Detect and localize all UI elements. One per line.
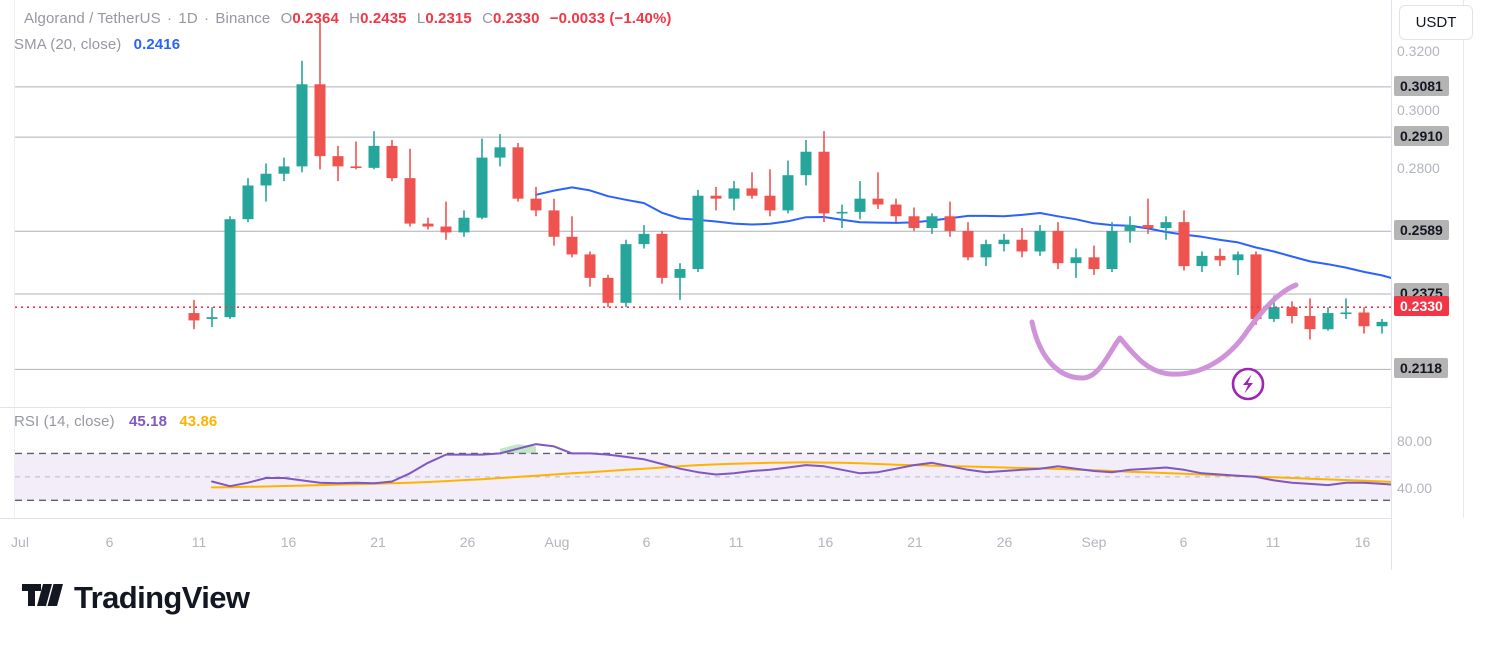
price-axis-tick: 0.2800 [1397,160,1440,177]
low-value: 0.2315 [425,10,472,27]
open-value: 0.2364 [292,10,339,27]
rsi-title: RSI (14, close) [14,413,115,430]
rsi-ma-value: 43.86 [179,413,218,430]
time-axis-tick: Jul [11,534,29,550]
rsi-axis-tick: 40.00 [1397,479,1433,496]
sma-title: SMA (20, close) [14,36,122,53]
tradingview-wordmark: TradingView [74,580,250,615]
quote-currency-button[interactable]: USDT [1399,5,1473,40]
price-axis-tick: 0.3000 [1397,101,1440,118]
legend-separator-2: · [204,10,210,27]
pane-separator [0,407,1391,408]
price-axis-level-badge[interactable]: 0.2910 [1394,126,1449,147]
price-chart-svg [15,22,1391,501]
high-label: H [349,10,361,27]
symbol-name[interactable]: Algorand / TetherUS [24,10,161,27]
time-axis-tick: 11 [728,534,744,550]
time-axis-tick: 6 [105,534,114,550]
high-value: 0.2435 [360,10,407,27]
time-axis-tick: 16 [817,534,834,550]
lightning-badge-icon [1231,367,1265,401]
price-axis-level-badge[interactable]: 0.2118 [1394,358,1449,379]
price-axis-level-badge[interactable]: 0.2589 [1394,220,1449,241]
legend-separator-1: · [166,10,173,27]
time-axis-tick: 16 [1354,534,1371,550]
price-axis-separator [1391,0,1392,570]
close-value: 0.2330 [493,10,540,27]
time-axis[interactable] [0,518,1391,571]
price-change: −0.0033 (−1.40%) [549,10,672,27]
chart-left-border [14,0,15,518]
time-axis-tick: 16 [280,534,297,550]
open-label: O [280,10,293,27]
time-axis-tick: 11 [191,534,207,550]
interval-label[interactable]: 1D [178,10,198,27]
price-axis-inner-separator [1463,0,1464,518]
chart-legend-rsi[interactable]: RSI (14, close) 45.18 43.86 [14,413,217,430]
rsi-axis-tick: 80.00 [1397,432,1433,449]
price-axis[interactable]: 0.3200 0.3000 0.2800 0.3081 0.2910 0.2589 0.23… [1391,0,1491,518]
time-axis-tick: Aug [544,534,570,550]
tradingview-logo: TradingView [22,580,250,616]
exchange-label[interactable]: Binance [215,10,271,27]
price-axis-tick: 0.3200 [1397,43,1440,59]
tradingview-mark-icon [22,583,63,606]
low-label: L [416,10,426,27]
last-price-badge[interactable]: 0.2330 [1394,296,1449,317]
time-axis-tick: 21 [907,534,923,550]
time-axis-tick: 21 [370,534,386,550]
time-axis-tick: 26 [459,534,476,550]
time-axis-tick: Sep [1081,534,1107,550]
close-label: C [482,10,494,27]
chart-legend-sma[interactable]: SMA (20, close) 0.2416 [14,36,180,53]
time-axis-tick: 11 [1265,534,1281,550]
price-axis-level-badge[interactable]: 0.3081 [1394,75,1449,96]
time-axis-tick: 6 [642,534,651,550]
quote-currency-label: USDT [1415,14,1457,31]
time-axis-tick: 6 [1179,534,1188,550]
rsi-value: 45.18 [128,413,168,430]
sma-value: 0.2416 [133,36,181,53]
time-axis-tick: 26 [996,534,1013,550]
chart-legend-main: Algorand / TetherUS · 1D · Binance O0.23… [24,10,672,27]
chart-canvas[interactable] [0,0,1391,570]
